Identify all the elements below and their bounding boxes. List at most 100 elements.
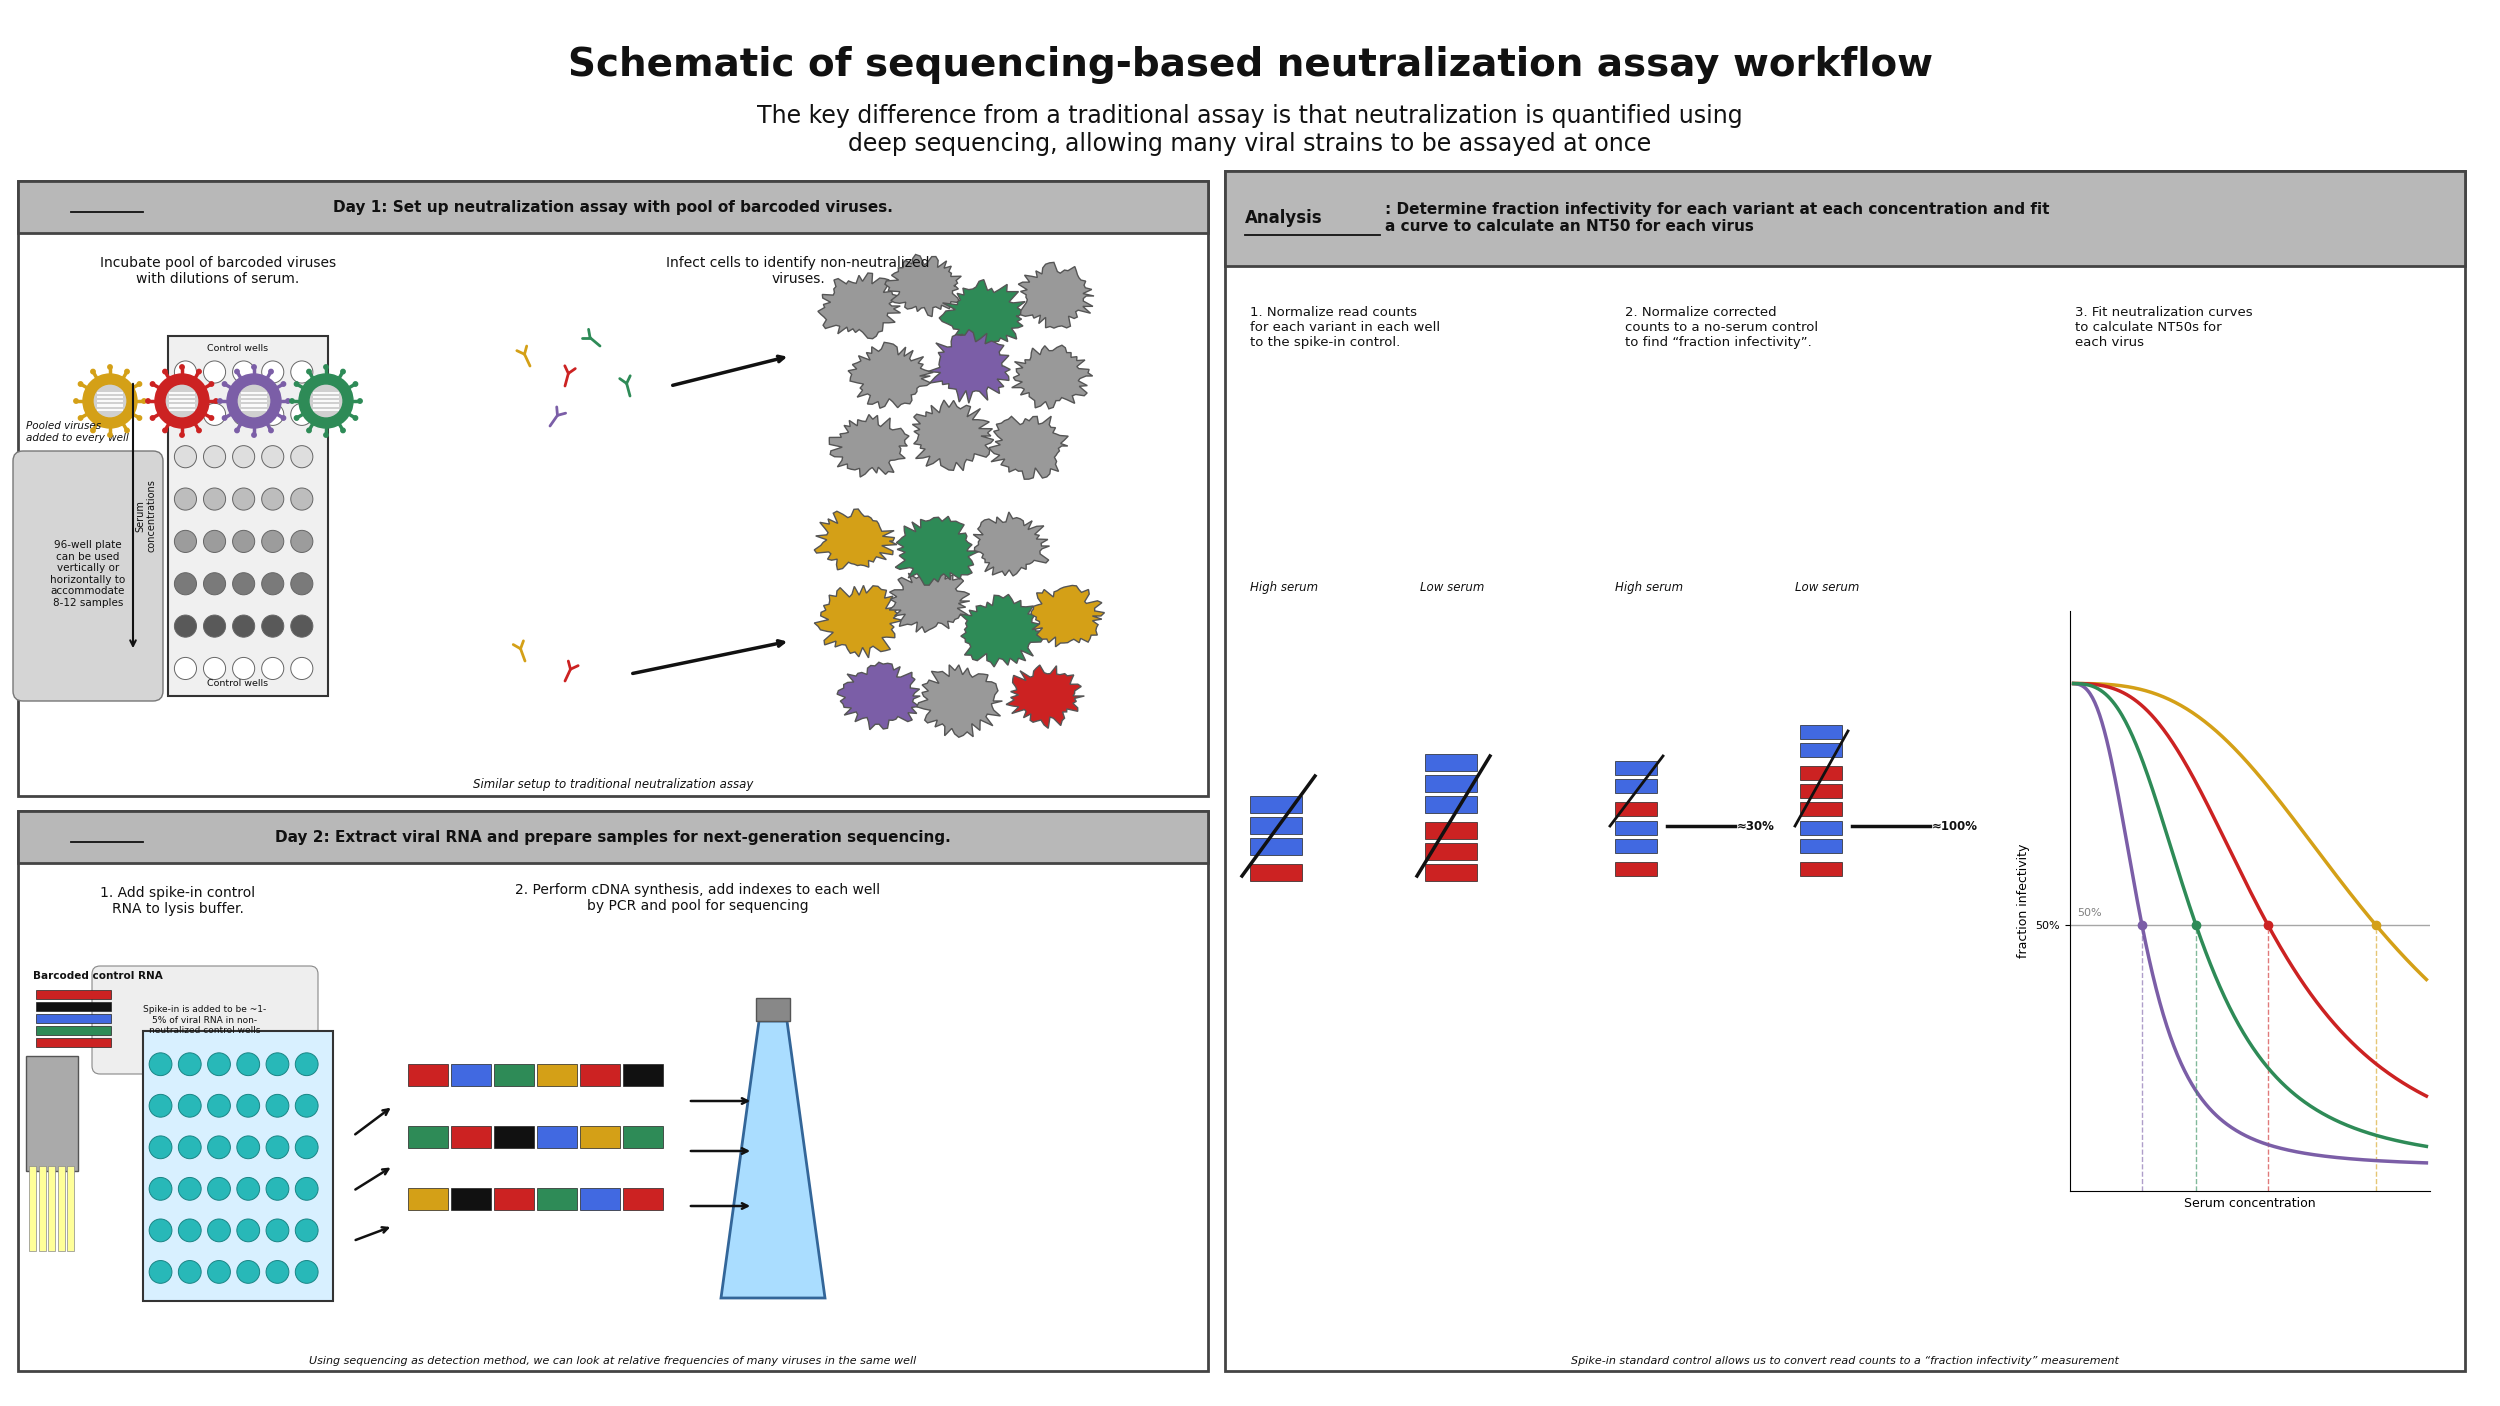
Bar bbox=[1800, 862, 1842, 876]
Circle shape bbox=[208, 1053, 230, 1076]
Bar bbox=[1615, 761, 1658, 775]
Bar bbox=[240, 409, 268, 411]
Text: Using sequencing as detection method, we can look at relative frequencies of man: Using sequencing as detection method, we… bbox=[310, 1355, 918, 1367]
Circle shape bbox=[290, 614, 312, 637]
Bar bbox=[538, 1064, 578, 1085]
Bar bbox=[1800, 821, 1842, 835]
Circle shape bbox=[202, 488, 225, 510]
Circle shape bbox=[222, 416, 228, 420]
Polygon shape bbox=[1005, 665, 1085, 728]
Bar bbox=[35, 1002, 110, 1011]
Circle shape bbox=[290, 658, 312, 679]
Circle shape bbox=[150, 416, 155, 420]
Circle shape bbox=[295, 1094, 318, 1118]
Bar bbox=[35, 1026, 110, 1035]
Circle shape bbox=[107, 433, 112, 437]
Text: 1. Add spike-in control
RNA to lysis buffer.: 1. Add spike-in control RNA to lysis buf… bbox=[100, 886, 255, 917]
Bar bbox=[450, 1126, 490, 1149]
Circle shape bbox=[82, 374, 138, 427]
Bar bbox=[1615, 779, 1658, 793]
Bar bbox=[170, 405, 195, 406]
Bar bbox=[1250, 796, 1302, 813]
Circle shape bbox=[202, 361, 225, 382]
Bar bbox=[538, 1126, 578, 1149]
Circle shape bbox=[202, 404, 225, 426]
Circle shape bbox=[175, 361, 198, 382]
Circle shape bbox=[155, 374, 210, 427]
Circle shape bbox=[262, 530, 285, 553]
Bar bbox=[1615, 821, 1658, 835]
Text: Low serum: Low serum bbox=[1795, 581, 1860, 593]
Bar bbox=[1800, 766, 1842, 780]
Bar bbox=[408, 1126, 447, 1149]
Circle shape bbox=[290, 488, 312, 510]
Bar bbox=[98, 396, 122, 398]
Text: 50%: 50% bbox=[2078, 907, 2102, 918]
Text: Day 2: Extract viral RNA and prepare samples for next-generation sequencing.: Day 2: Extract viral RNA and prepare sam… bbox=[275, 830, 950, 845]
Polygon shape bbox=[960, 595, 1045, 666]
Circle shape bbox=[290, 361, 312, 382]
Bar bbox=[240, 396, 268, 398]
Bar bbox=[312, 409, 340, 411]
Circle shape bbox=[175, 530, 198, 553]
Polygon shape bbox=[838, 662, 920, 730]
Polygon shape bbox=[972, 512, 1050, 576]
Bar bbox=[312, 392, 340, 394]
Circle shape bbox=[142, 399, 145, 404]
Polygon shape bbox=[990, 416, 1068, 479]
Polygon shape bbox=[940, 280, 1025, 349]
Text: Spike-in is added to be ~1-
5% of viral RNA in non-
neutralized control wells: Spike-in is added to be ~1- 5% of viral … bbox=[142, 1005, 268, 1035]
Circle shape bbox=[202, 614, 225, 637]
Circle shape bbox=[162, 429, 168, 433]
Bar bbox=[1225, 172, 2465, 266]
FancyBboxPatch shape bbox=[12, 451, 162, 702]
Circle shape bbox=[262, 446, 285, 468]
Bar bbox=[1800, 725, 1842, 740]
Circle shape bbox=[295, 1177, 318, 1201]
Text: 3. Fit neutralization curves
to calculate NT50s for
each virus: 3. Fit neutralization curves to calculat… bbox=[2075, 307, 2252, 349]
Circle shape bbox=[202, 572, 225, 595]
Text: ≈30%: ≈30% bbox=[1737, 820, 1775, 832]
Bar bbox=[98, 401, 122, 402]
Bar bbox=[1800, 801, 1842, 815]
Circle shape bbox=[290, 446, 312, 468]
Bar bbox=[170, 409, 195, 411]
Circle shape bbox=[150, 1094, 173, 1118]
Circle shape bbox=[232, 404, 255, 426]
Bar bbox=[25, 1056, 78, 1171]
X-axis label: Serum concentration: Serum concentration bbox=[2185, 1197, 2315, 1209]
Text: 2. Perform cDNA synthesis, add indexes to each well
by PCR and pool for sequenci: 2. Perform cDNA synthesis, add indexes t… bbox=[515, 883, 880, 914]
Circle shape bbox=[150, 382, 155, 387]
Circle shape bbox=[145, 399, 150, 404]
Circle shape bbox=[232, 488, 255, 510]
Circle shape bbox=[228, 374, 280, 427]
Circle shape bbox=[262, 488, 285, 510]
Circle shape bbox=[177, 1136, 200, 1159]
Circle shape bbox=[90, 370, 95, 374]
Circle shape bbox=[210, 382, 212, 387]
Circle shape bbox=[270, 429, 272, 433]
Circle shape bbox=[177, 1177, 200, 1201]
Circle shape bbox=[295, 1136, 318, 1159]
Text: Infect cells to identify non-neutralized
viruses.: Infect cells to identify non-neutralized… bbox=[665, 256, 930, 287]
Bar bbox=[1250, 838, 1302, 855]
Circle shape bbox=[265, 1136, 290, 1159]
Circle shape bbox=[238, 1136, 260, 1159]
Bar bbox=[450, 1064, 490, 1085]
Circle shape bbox=[357, 399, 362, 404]
Circle shape bbox=[138, 382, 142, 387]
Bar bbox=[408, 1188, 447, 1211]
Polygon shape bbox=[890, 567, 970, 633]
Text: Schematic of sequencing-based neutralization assay workflow: Schematic of sequencing-based neutraliza… bbox=[568, 46, 1932, 84]
Bar bbox=[1425, 823, 1477, 839]
Bar bbox=[48, 1166, 55, 1251]
Polygon shape bbox=[928, 329, 1010, 404]
Polygon shape bbox=[912, 401, 993, 471]
Circle shape bbox=[290, 404, 312, 426]
Circle shape bbox=[238, 1177, 260, 1201]
Circle shape bbox=[125, 429, 130, 433]
Circle shape bbox=[202, 446, 225, 468]
Polygon shape bbox=[885, 254, 963, 316]
Bar bbox=[495, 1126, 535, 1149]
Bar bbox=[622, 1126, 662, 1149]
